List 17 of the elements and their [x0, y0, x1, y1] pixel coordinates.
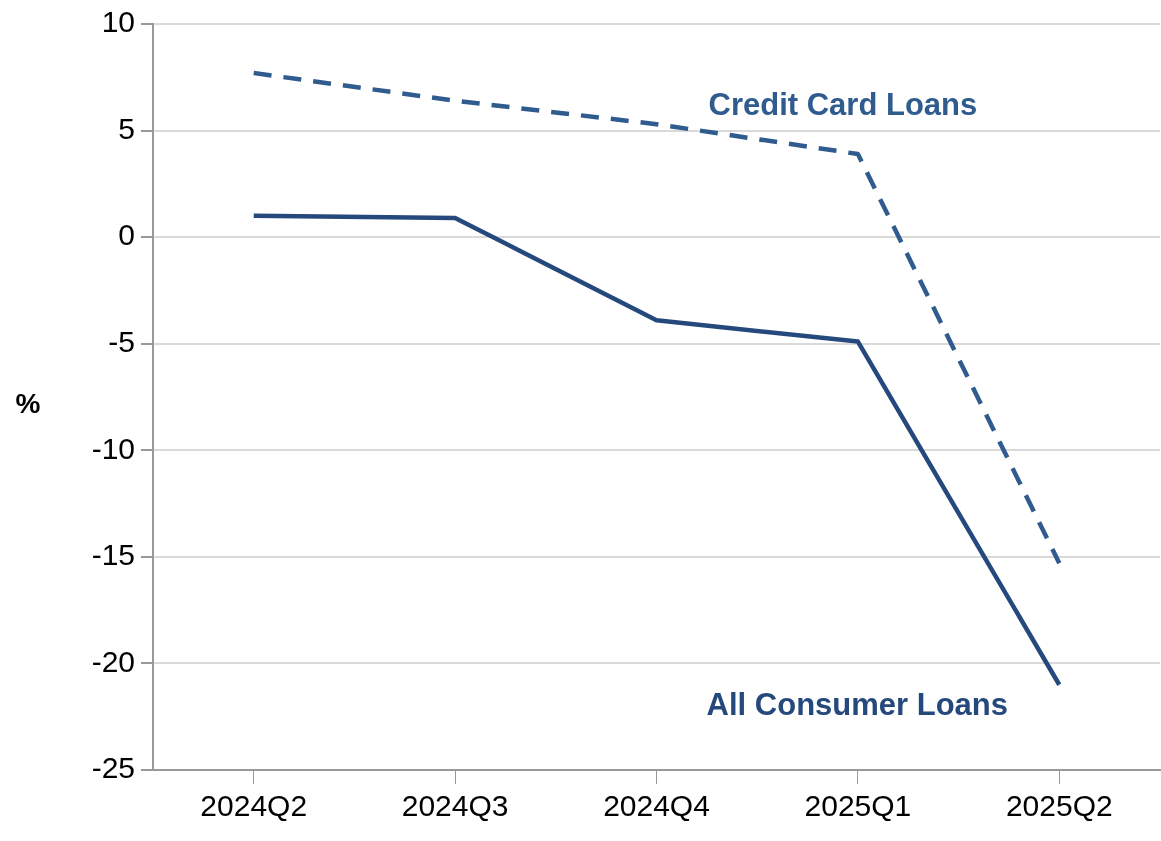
series-label: Credit Card Loans [708, 86, 978, 122]
y-tick-label: -15 [91, 538, 135, 572]
y-tick-label: -20 [91, 644, 135, 678]
y-tick-label: 10 [101, 5, 135, 39]
series-label: All Consumer Loans [706, 687, 1009, 723]
y-axis-title: % [15, 387, 41, 419]
y-tick-label: -10 [91, 431, 135, 465]
x-tick-label: 2024Q4 [603, 789, 710, 823]
y-tick-label: 5 [118, 111, 135, 145]
x-tick-label: 2025Q1 [804, 789, 912, 823]
y-tick-label: -5 [108, 324, 135, 358]
x-tick-label: 2024Q3 [401, 789, 509, 823]
y-tick-label: -25 [91, 751, 135, 785]
line-series [251, 70, 1062, 566]
x-tick-label: 2025Q2 [1005, 789, 1113, 823]
x-tick-label: 2024Q2 [200, 789, 308, 823]
y-tick-label: 0 [118, 218, 135, 252]
